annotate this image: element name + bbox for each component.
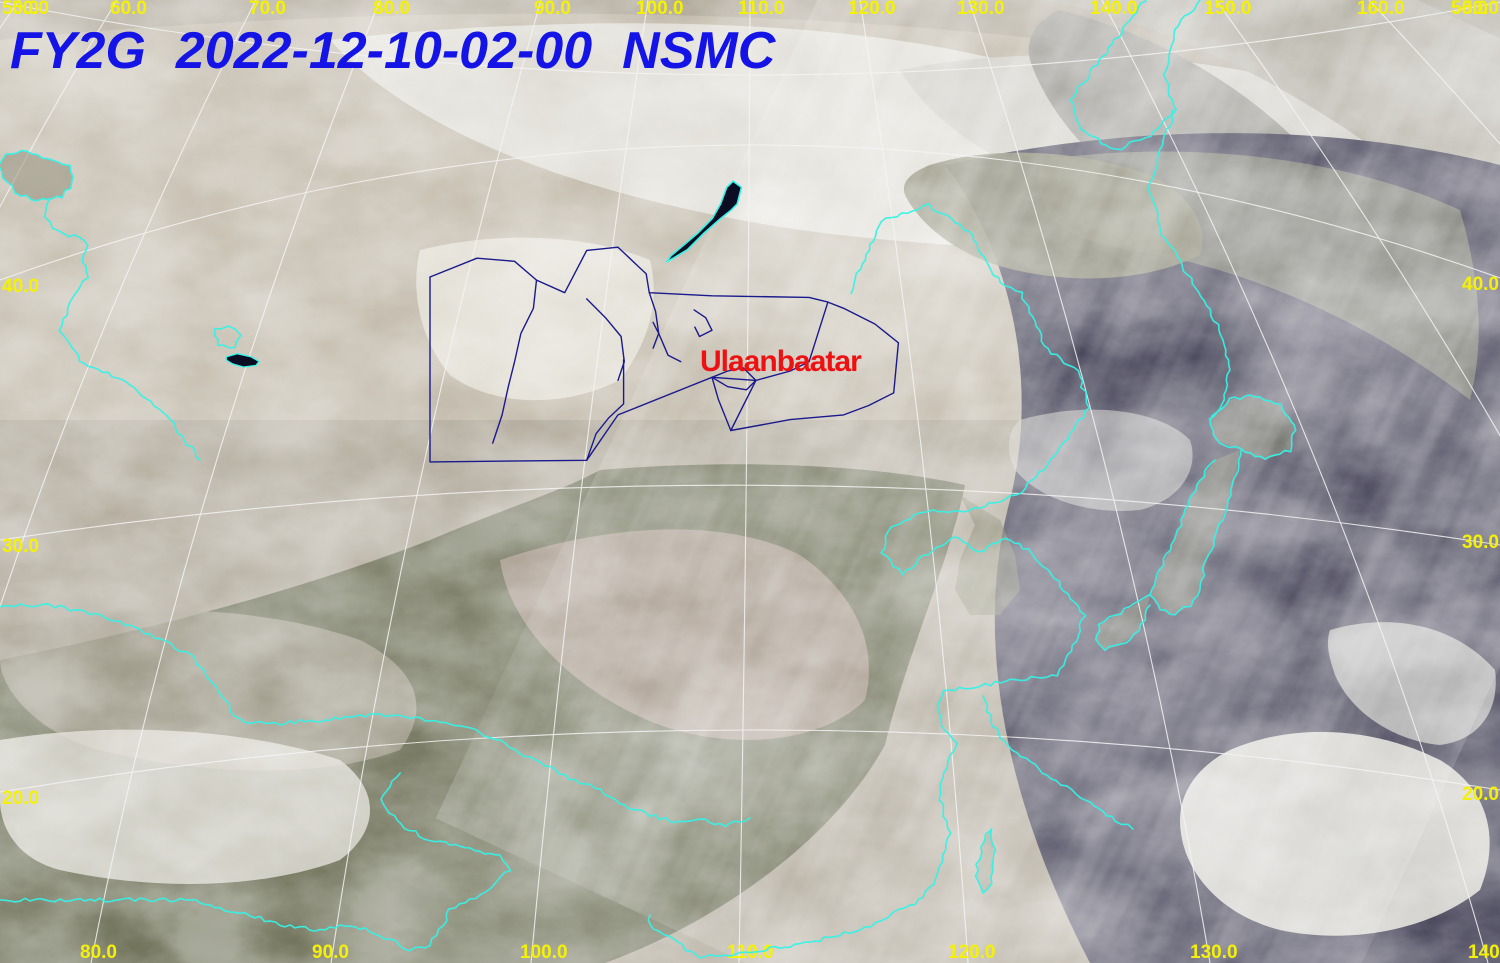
svg-text:130.0: 130.0 [957, 0, 1005, 19]
svg-text:120.0: 120.0 [848, 0, 896, 19]
svg-text:140.0: 140.0 [1090, 0, 1138, 19]
svg-text:80.0: 80.0 [80, 942, 117, 963]
svg-text:100.0: 100.0 [636, 0, 684, 19]
svg-text:110.0: 110.0 [738, 0, 785, 19]
svg-text:50.0: 50.0 [2, 0, 39, 19]
svg-text:150.0: 150.0 [1204, 0, 1252, 19]
svg-text:120.0: 120.0 [948, 942, 996, 963]
svg-text:60.0: 60.0 [110, 0, 147, 19]
svg-text:40.0: 40.0 [2, 276, 39, 297]
svg-text:Ulaanbaatar: Ulaanbaatar [700, 345, 862, 378]
svg-text:130.0: 130.0 [1190, 942, 1238, 963]
svg-text:160.0: 160.0 [1357, 0, 1405, 19]
svg-text:90.0: 90.0 [534, 0, 571, 19]
svg-text:90.0: 90.0 [312, 942, 349, 963]
svg-text:40.0: 40.0 [1462, 274, 1499, 295]
svg-text:30.0: 30.0 [2, 536, 39, 557]
svg-text:50.0: 50.0 [1462, 0, 1499, 19]
svg-text:100.0: 100.0 [520, 942, 568, 963]
svg-text:140.0: 140.0 [1468, 942, 1500, 963]
svg-text:30.0: 30.0 [1462, 532, 1499, 553]
svg-text:20.0: 20.0 [1462, 784, 1499, 805]
svg-text:70.0: 70.0 [249, 0, 286, 19]
svg-text:20.0: 20.0 [2, 788, 39, 809]
svg-text:80.0: 80.0 [373, 0, 410, 19]
